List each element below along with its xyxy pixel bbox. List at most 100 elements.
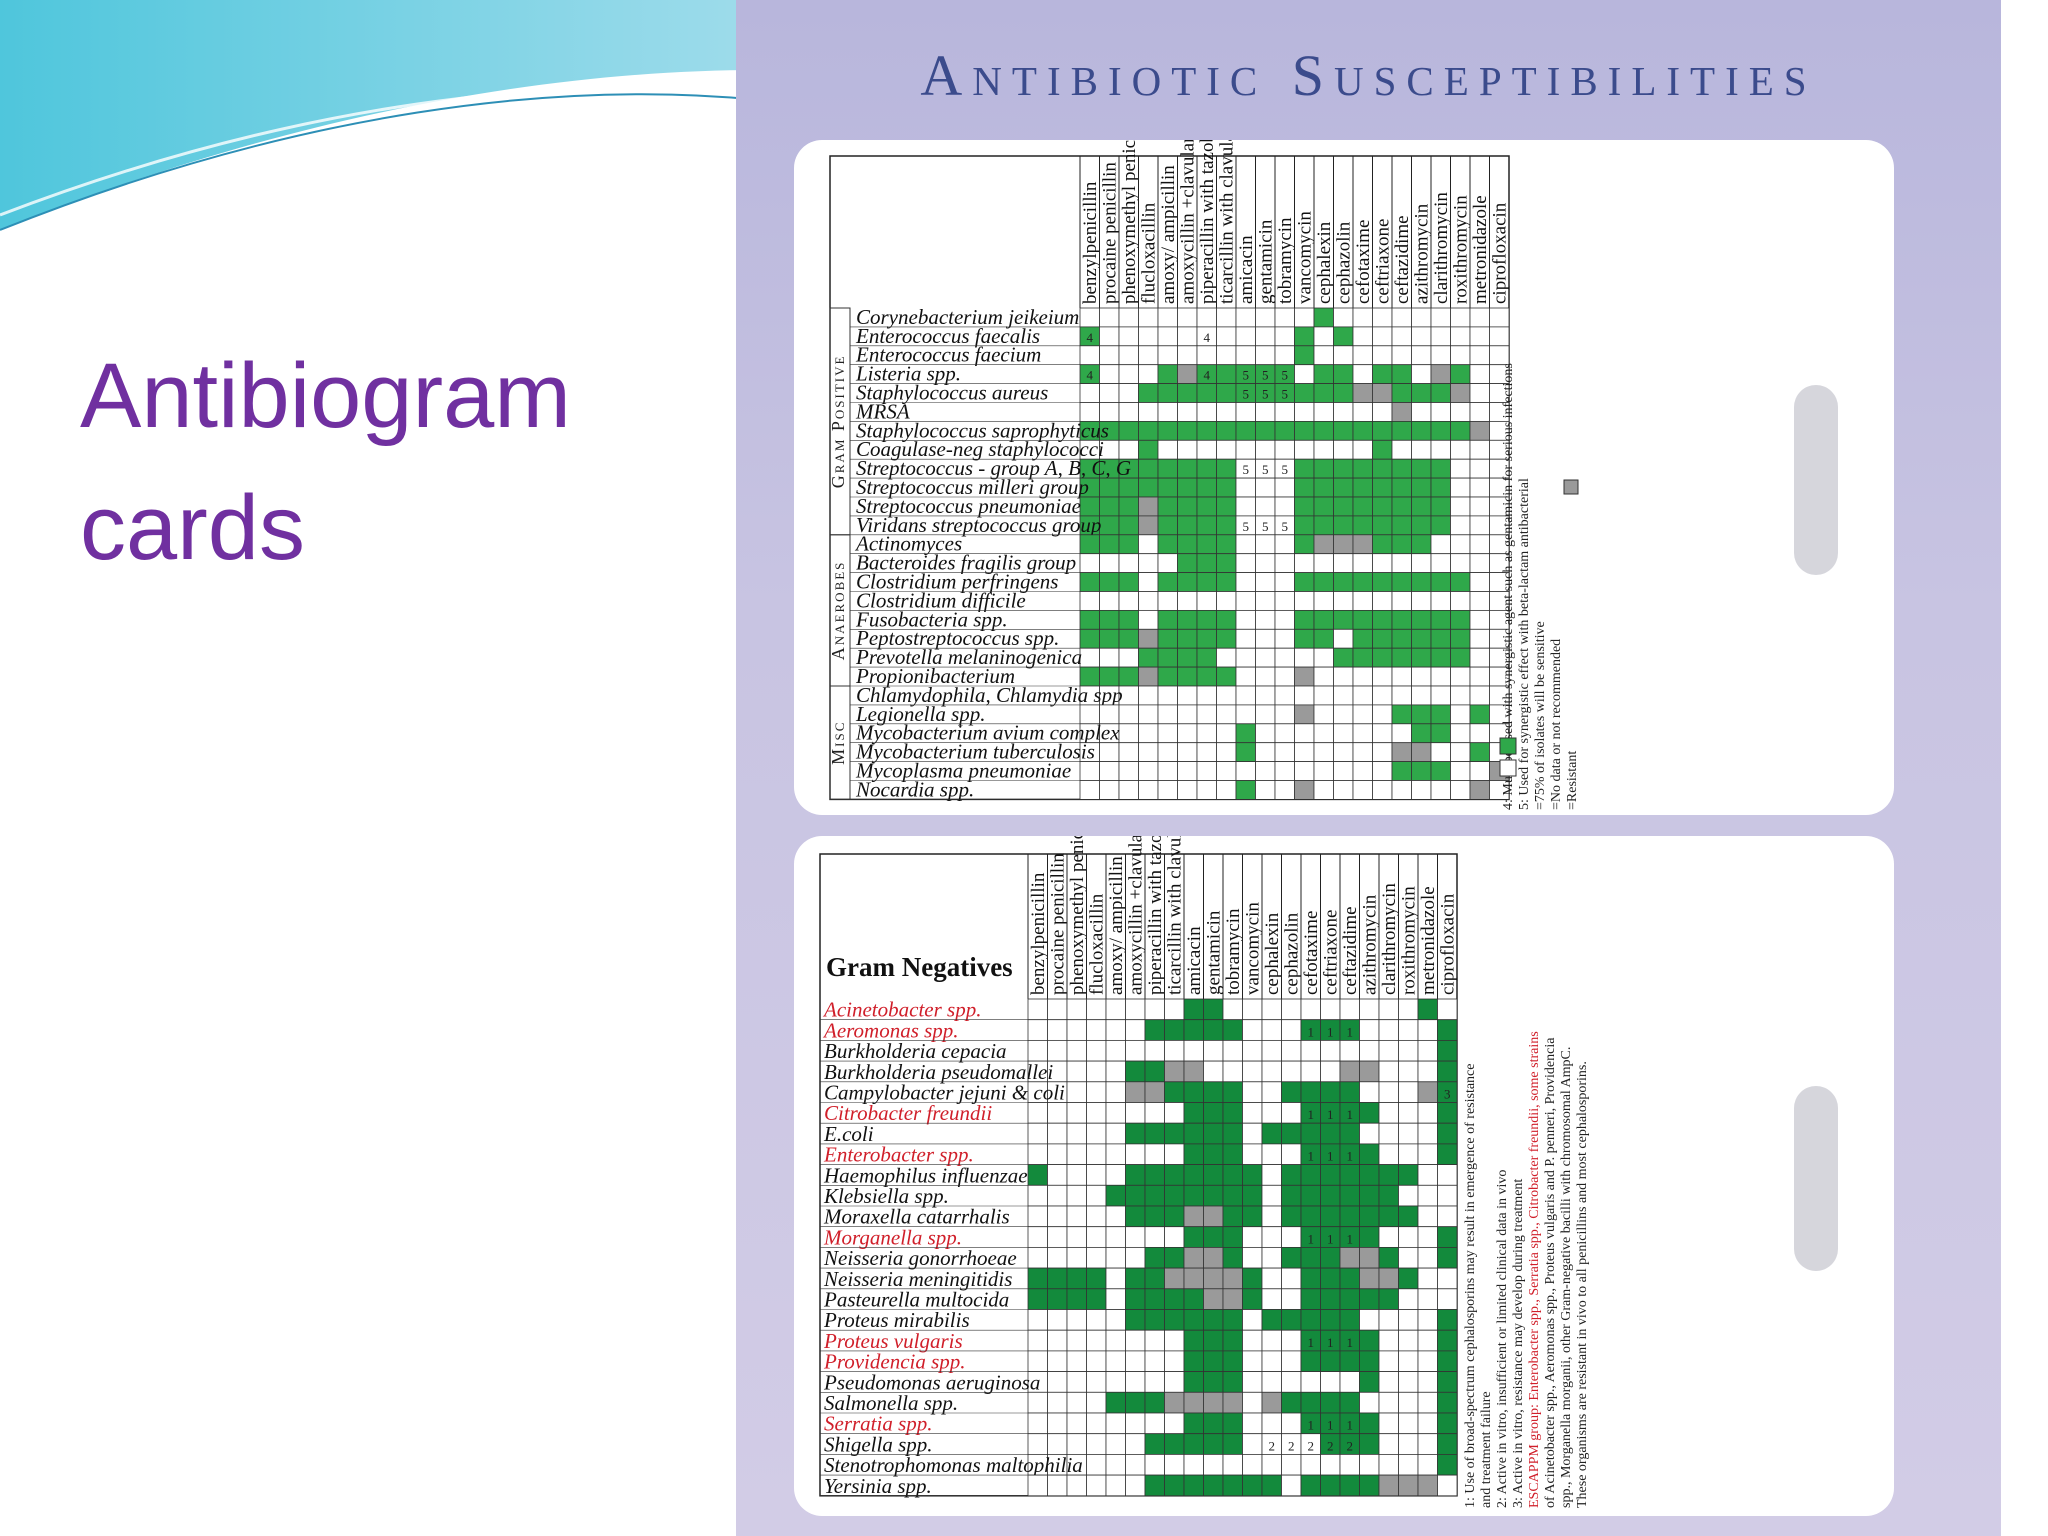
susceptibility-cell: [1333, 420, 1354, 441]
susceptibility-cell: [1203, 1350, 1224, 1373]
susceptibility-cell: [1261, 1246, 1282, 1269]
susceptibility-cell: [1378, 1433, 1399, 1455]
susceptibility-cell: [1157, 383, 1178, 403]
cell-footnote-number: 1: [1347, 1418, 1354, 1433]
susceptibility-cell: [1320, 1081, 1341, 1103]
group-band: [829, 685, 851, 800]
susceptibility-cell: [1274, 685, 1295, 706]
susceptibility-cell: [1313, 383, 1334, 403]
susceptibility-cell: [1411, 685, 1432, 706]
susceptibility-cell: [1294, 458, 1315, 479]
susceptibility-cell: [1450, 364, 1471, 384]
susceptibility-cell: [1183, 1226, 1204, 1248]
susceptibility-cell: [1105, 1060, 1126, 1083]
susceptibility-cell: [1372, 704, 1393, 725]
susceptibility-cell: [1196, 515, 1217, 536]
cell-footnote-number: 5: [1262, 387, 1269, 402]
susceptibility-cell: [1138, 685, 1159, 706]
column-header: tobramycin: [1275, 217, 1296, 304]
susceptibility-cell: [1339, 1060, 1360, 1083]
susceptibility-cell: [1118, 364, 1139, 384]
susceptibility-cell: [1294, 515, 1315, 536]
susceptibility-cell: [1138, 534, 1159, 555]
susceptibility-cell: [1164, 1412, 1185, 1435]
susceptibility-cell: [1125, 1329, 1146, 1352]
susceptibility-cell: [1144, 1329, 1165, 1352]
susceptibility-cell: [1417, 1226, 1438, 1248]
susceptibility-cell: [1118, 761, 1139, 781]
susceptibility-cell: [1086, 1288, 1107, 1310]
susceptibility-cell: [1320, 1060, 1341, 1083]
column-header: benzylpenicillin: [1028, 872, 1049, 995]
susceptibility-cell: [1255, 685, 1276, 706]
susceptibility-cell: [1118, 780, 1139, 800]
susceptibility-cell: [1378, 1350, 1399, 1373]
susceptibility-cell: [1430, 628, 1451, 649]
susceptibility-cell: [1469, 647, 1490, 668]
susceptibility-cell: [1469, 704, 1490, 725]
susceptibility-cell: [1320, 1039, 1341, 1062]
susceptibility-cell: [1411, 704, 1432, 725]
column-header: amicacin: [1184, 926, 1205, 995]
susceptibility-cell: [1398, 1081, 1419, 1103]
column-header: piperacillin with tazobactam: [1197, 140, 1218, 304]
susceptibility-cell: [1242, 1226, 1263, 1248]
susceptibility-cell: [1313, 439, 1334, 460]
organism-label: Neisseria meningitidis: [823, 1267, 1012, 1291]
susceptibility-cell: [1157, 458, 1178, 479]
susceptibility-cell: [1372, 572, 1393, 592]
susceptibility-cell: [1274, 704, 1295, 725]
susceptibility-cell: [1183, 1122, 1204, 1145]
decorative-wave-banner: [0, 0, 760, 231]
susceptibility-cell: [1313, 723, 1334, 744]
cell-footnote-number: 4: [1204, 330, 1211, 345]
susceptibility-cell: [1274, 666, 1295, 687]
cell-footnote-number: 1: [1327, 1418, 1334, 1433]
susceptibility-cell: [1281, 1329, 1302, 1352]
susceptibility-cell: [1294, 780, 1315, 800]
susceptibility-cell: [1300, 1371, 1321, 1393]
susceptibility-cell: [1157, 666, 1178, 687]
column-header: cephalexin: [1262, 912, 1283, 995]
susceptibility-cell: [1118, 515, 1139, 536]
column-header: azithromycin: [1359, 894, 1380, 995]
susceptibility-cell: [1352, 496, 1373, 517]
susceptibility-cell: [1118, 572, 1139, 592]
susceptibility-cell: [1378, 1039, 1399, 1062]
cell-footnote-number: 5: [1243, 519, 1250, 534]
susceptibility-cell: [1235, 685, 1256, 706]
susceptibility-cell: [1235, 723, 1256, 744]
susceptibility-cell: [1450, 591, 1471, 611]
organism-label: Campylobacter jejuni & coli: [824, 1081, 1065, 1105]
susceptibility-cell: [1255, 439, 1276, 460]
susceptibility-cell: [1430, 534, 1451, 555]
susceptibility-cell: [1157, 515, 1178, 536]
organism-label: Yersinia spp.: [824, 1474, 932, 1498]
susceptibility-cell: [1105, 1246, 1126, 1269]
susceptibility-cell: [1398, 1267, 1419, 1290]
susceptibility-cell: [1430, 742, 1451, 763]
susceptibility-cell: [1086, 1184, 1107, 1207]
susceptibility-cell: [1339, 1122, 1360, 1145]
susceptibility-cell: [1411, 723, 1432, 744]
susceptibility-cell: [1469, 685, 1490, 706]
susceptibility-cell: [1138, 572, 1159, 592]
susceptibility-cell: [1125, 1205, 1146, 1228]
susceptibility-cell: [1144, 1060, 1165, 1083]
susceptibility-cell: [1450, 685, 1471, 706]
organism-label: Enterococcus faecium: [855, 343, 1041, 367]
susceptibility-cell: [1391, 402, 1412, 422]
susceptibility-cell: [1274, 420, 1295, 441]
susceptibility-cell: [1047, 1412, 1068, 1435]
susceptibility-cell: [1177, 666, 1198, 687]
susceptibility-cell: [1411, 364, 1432, 384]
susceptibility-cell: [1027, 1143, 1048, 1165]
organism-label: Enterococcus faecalis: [855, 324, 1040, 348]
susceptibility-cell: [1183, 1288, 1204, 1310]
susceptibility-cell: [1261, 1309, 1282, 1331]
susceptibility-cell: [1300, 1288, 1321, 1310]
susceptibility-cell: [1255, 647, 1276, 668]
susceptibility-cell: [1398, 1039, 1419, 1062]
susceptibility-cell: [1177, 420, 1198, 441]
susceptibility-cell: [1066, 1288, 1087, 1310]
